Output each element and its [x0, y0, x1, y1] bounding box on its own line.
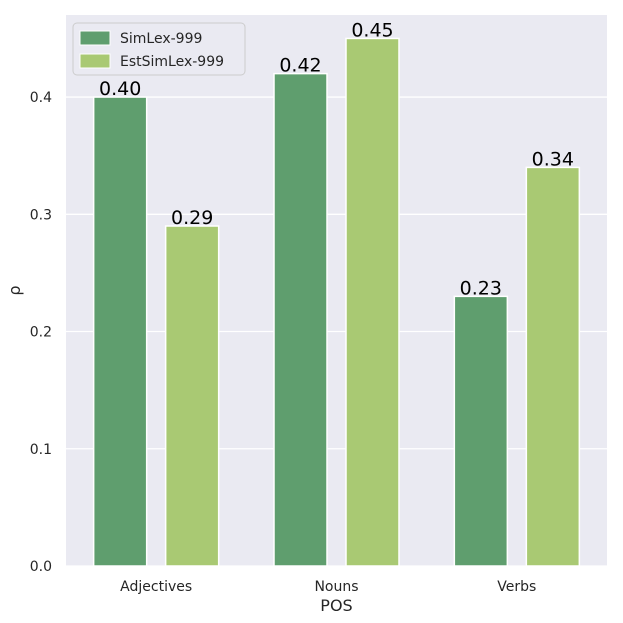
bars: [92, 37, 581, 567]
y-tick-label: 0.0: [30, 559, 52, 575]
legend-swatch-estsimlex-999: [79, 53, 111, 69]
x-tick-label-verbs: Verbs: [497, 579, 536, 595]
data-label: 0.34: [532, 148, 574, 170]
x-tick-label-adjectives: Adjectives: [120, 579, 192, 595]
data-label: 0.42: [279, 55, 321, 77]
legend-label-estsimlex-999: EstSimLex-999: [120, 54, 224, 70]
data-label: 0.23: [460, 277, 502, 299]
legend-box: [72, 22, 246, 76]
bar-estsimlex-999-verbs: [525, 166, 581, 567]
bar-estsimlex-999-nouns: [345, 37, 400, 567]
y-tick-label: 0.4: [30, 90, 52, 106]
plot-area: [66, 15, 607, 566]
bar-simlex-999-adjectives: [92, 96, 148, 567]
data-label: 0.45: [351, 19, 393, 41]
legend-label-simlex-999: SimLex-999: [120, 31, 202, 47]
data-label: 0.29: [171, 207, 213, 229]
y-tick-label: 0.2: [30, 325, 52, 341]
legend-swatch-simlex-999: [79, 30, 111, 46]
x-axis-ticks: Adjectives Nouns Verbs: [120, 579, 536, 595]
y-axis-ticks: 0.0 0.1 0.2 0.3 0.4: [30, 90, 52, 575]
data-label: 0.40: [99, 78, 141, 100]
bar-estsimlex-999-adjectives: [164, 225, 220, 567]
legend: SimLex-999 EstSimLex-999: [72, 22, 246, 76]
grid-lines: [66, 96, 607, 567]
x-axis-title: POS: [320, 596, 352, 615]
bar-simlex-999-nouns: [273, 72, 328, 567]
bar-simlex-999-verbs: [453, 295, 509, 567]
data-labels: 0.40 0.29 0.42 0.45 0.23 0.34: [99, 19, 574, 299]
y-tick-label: 0.3: [30, 207, 52, 223]
y-tick-label: 0.1: [30, 442, 52, 458]
y-axis-title: ρ: [5, 285, 24, 295]
x-tick-label-nouns: Nouns: [314, 579, 358, 595]
